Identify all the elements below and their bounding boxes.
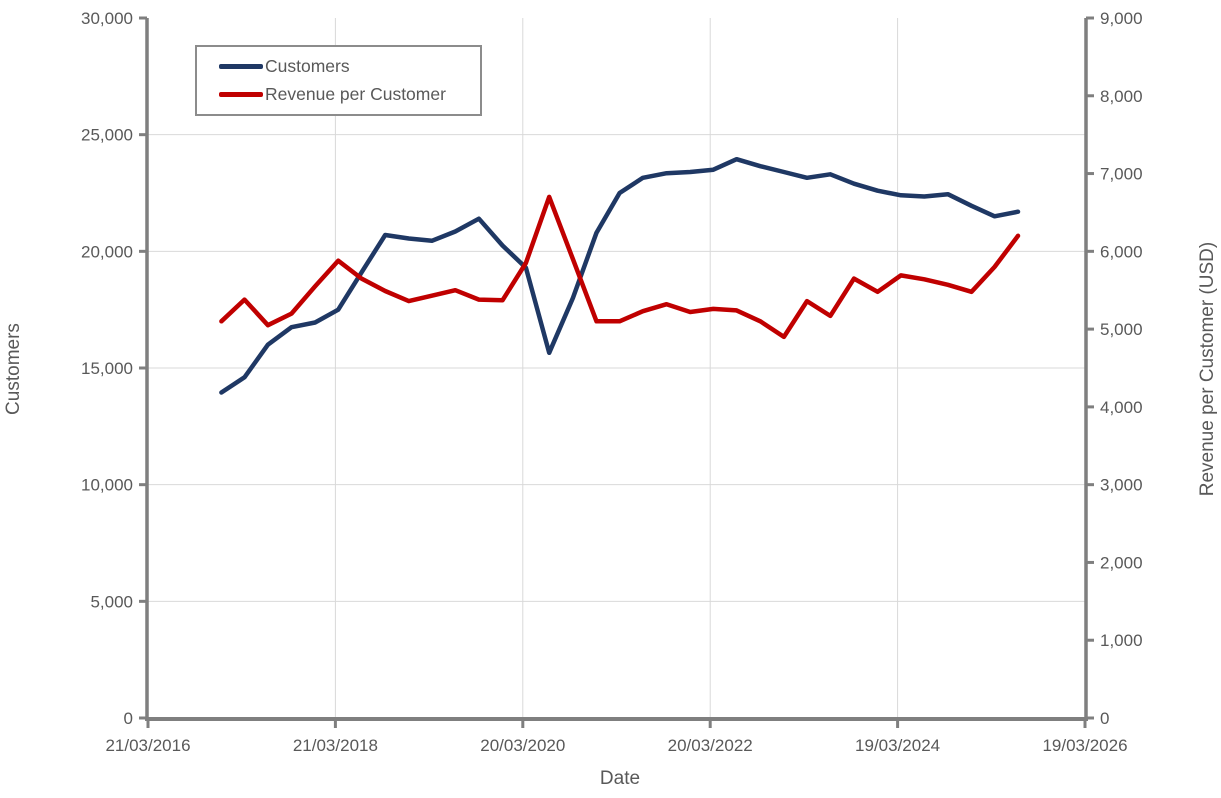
right-axis-tick-label: 4,000 [1100,398,1143,417]
legend: Customers Revenue per Customer [195,45,482,116]
customers-line-swatch [219,63,263,69]
left-axis-tick-label: 30,000 [81,9,133,28]
revenue-per-customer-line [219,194,1021,340]
left-axis-tick-label: 15,000 [81,359,133,378]
right-axis-tick-label: 5,000 [1100,320,1143,339]
right-axis-title: Revenue per Customer (USD) [1197,241,1218,497]
left-axis-tick-label: 20,000 [81,242,133,261]
x-axis-title: Date [599,768,641,789]
legend-label-revenue-per-customer: Revenue per Customer [265,84,446,104]
right-axis-tick-label: 6,000 [1100,242,1143,261]
x-axis-tick-label: 20/03/2022 [668,736,753,755]
revenue-line-swatch [219,92,263,98]
left-axis-tick-label: 5,000 [90,592,133,611]
right-axis-tick-label: 1,000 [1100,631,1143,650]
left-axis-tick-label: 10,000 [81,476,133,495]
x-axis-tick-label: 20/03/2020 [480,736,565,755]
left-axis-title: Customers [3,323,24,415]
left-axis-tick-label: 25,000 [81,126,133,145]
right-axis-tick-label: 3,000 [1100,476,1143,495]
left-axis-tick-label: 0 [124,709,133,728]
x-axis-tick-label: 19/03/2026 [1042,736,1127,755]
legend-label-customers: Customers [265,55,350,76]
x-axis-tick-label: 21/03/2016 [105,736,190,755]
right-axis-tick-label: 2,000 [1100,553,1143,572]
right-axis-tick-label: 8,000 [1100,87,1143,106]
right-axis-tick-label: 9,000 [1100,9,1143,28]
right-axis-tick-label: 0 [1100,709,1109,728]
x-axis-tick-label: 21/03/2018 [293,736,378,755]
legend-item-customers: Customers [219,55,480,76]
legend-item-revenue-per-customer: Revenue per Customer [219,84,480,104]
customers-line [219,156,1021,395]
right-axis-tick-label: 7,000 [1100,165,1143,184]
x-axis-tick-label: 19/03/2024 [855,736,940,755]
